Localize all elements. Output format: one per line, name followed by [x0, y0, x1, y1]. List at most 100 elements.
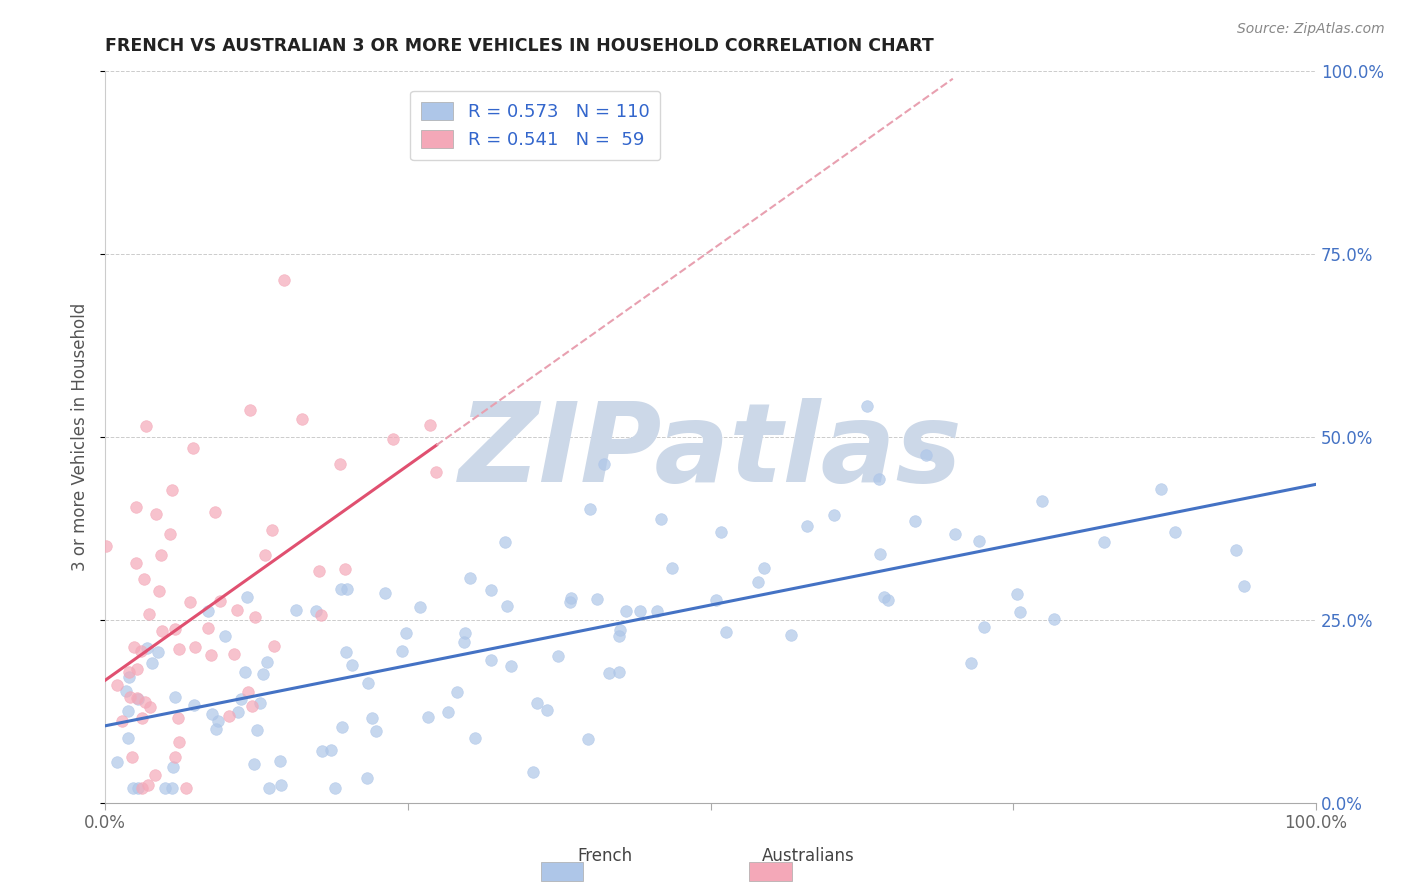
Point — [205, 723, 228, 737]
Point — [143, 768, 166, 782]
Point — [340, 657, 363, 672]
Point — [150, 624, 173, 638]
Point — [94, 540, 117, 554]
Point — [1007, 586, 1029, 600]
Point — [165, 690, 187, 705]
Point — [226, 603, 249, 617]
Point — [453, 635, 475, 649]
Point — [159, 527, 181, 541]
Point — [356, 676, 378, 690]
Point — [446, 685, 468, 699]
Point — [752, 560, 775, 574]
Point — [460, 571, 482, 585]
Point — [904, 514, 927, 528]
Point — [454, 626, 477, 640]
Point — [243, 610, 266, 624]
Point — [779, 628, 801, 642]
Point — [409, 599, 432, 614]
Point — [1043, 612, 1066, 626]
Point — [496, 599, 519, 614]
Point — [650, 512, 672, 526]
Point — [960, 656, 983, 670]
Point — [218, 708, 240, 723]
Point — [174, 780, 197, 795]
Point — [291, 411, 314, 425]
Point — [226, 705, 249, 719]
Point — [395, 626, 418, 640]
Point — [967, 534, 990, 549]
Point — [576, 732, 599, 747]
Point — [139, 700, 162, 714]
Point — [547, 648, 569, 663]
Point — [136, 640, 159, 655]
Point — [243, 757, 266, 772]
Point — [464, 731, 486, 745]
Point — [522, 765, 544, 780]
Point — [311, 744, 333, 758]
Point — [1031, 494, 1053, 508]
Point — [374, 586, 396, 600]
Point — [118, 665, 141, 679]
Point — [796, 519, 818, 533]
Point — [204, 505, 226, 519]
Point — [209, 594, 232, 608]
Point — [943, 526, 966, 541]
Point — [201, 707, 224, 722]
Point — [336, 582, 359, 596]
Point — [335, 562, 357, 576]
Point — [252, 667, 274, 681]
Point — [141, 657, 163, 671]
Point — [150, 549, 173, 563]
Point — [163, 622, 186, 636]
Point — [260, 523, 283, 537]
Point — [242, 699, 264, 714]
Point — [661, 561, 683, 575]
Point — [494, 535, 516, 549]
Point — [269, 755, 291, 769]
Point — [1092, 535, 1115, 549]
Point — [121, 750, 143, 764]
Point — [259, 780, 281, 795]
Point — [105, 756, 128, 770]
Point — [110, 714, 132, 728]
Point — [1164, 524, 1187, 539]
Point — [285, 603, 308, 617]
Point — [877, 593, 900, 607]
Text: ZIPatlas: ZIPatlas — [458, 398, 963, 505]
Point — [856, 399, 879, 413]
Point — [425, 465, 447, 479]
Point — [311, 608, 333, 623]
Point — [645, 604, 668, 618]
Point — [1149, 482, 1171, 496]
Y-axis label: 3 or more Vehicles in Household: 3 or more Vehicles in Household — [72, 302, 89, 571]
Point — [181, 441, 204, 455]
Point — [249, 696, 271, 710]
Point — [229, 692, 252, 706]
Text: FRENCH VS AUSTRALIAN 3 OR MORE VEHICLES IN HOUSEHOLD CORRELATION CHART: FRENCH VS AUSTRALIAN 3 OR MORE VEHICLES … — [105, 37, 934, 55]
Point — [263, 639, 285, 653]
Point — [162, 760, 184, 774]
Point — [138, 607, 160, 622]
Point — [1225, 543, 1247, 558]
Point — [235, 590, 257, 604]
Point — [129, 644, 152, 658]
Point — [270, 778, 292, 792]
Point — [197, 604, 219, 618]
Point — [160, 780, 183, 795]
Point — [593, 457, 616, 471]
Point — [323, 780, 346, 795]
Point — [117, 704, 139, 718]
Point — [304, 604, 326, 618]
Point — [586, 592, 609, 607]
Point — [131, 711, 153, 725]
Point — [115, 684, 138, 698]
Point — [127, 780, 149, 795]
Point — [868, 472, 890, 486]
Point — [335, 645, 357, 659]
Point — [869, 547, 891, 561]
Point — [169, 641, 191, 656]
Point — [214, 629, 236, 643]
Point — [256, 655, 278, 669]
Point — [308, 564, 330, 578]
Point — [134, 695, 156, 709]
